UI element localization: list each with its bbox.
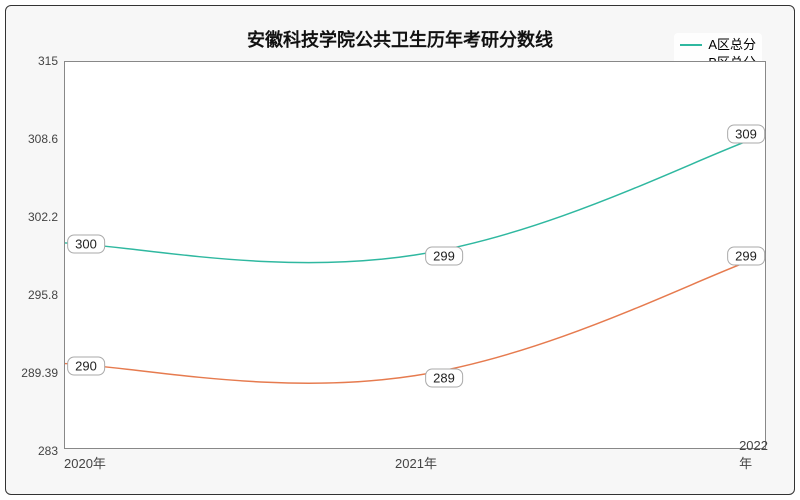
y-tick-label: 295.8 xyxy=(18,288,58,302)
x-tick-label: 2020年 xyxy=(64,453,106,472)
series-line xyxy=(65,255,765,383)
y-tick-label: 308.6 xyxy=(18,132,58,146)
legend-item-a: A区总分 xyxy=(680,36,756,54)
data-point-label: 299 xyxy=(727,247,765,266)
chart-svg xyxy=(65,62,765,448)
series-line xyxy=(65,134,765,262)
legend-line-a xyxy=(680,44,702,46)
legend-label-a: A区总分 xyxy=(708,36,756,54)
data-point-label: 299 xyxy=(425,247,463,266)
y-tick-label: 289.39 xyxy=(18,366,58,380)
chart-inner-frame: 安徽科技学院公共卫生历年考研分数线 A区总分 B区总分 283289.39295… xyxy=(5,5,795,495)
data-point-label: 289 xyxy=(425,368,463,387)
x-tick-label: 2021年 xyxy=(395,453,437,472)
y-tick-label: 302.2 xyxy=(18,210,58,224)
y-tick-label: 315 xyxy=(18,54,58,68)
data-point-label: 309 xyxy=(727,125,765,144)
x-tick-label: 2022年 xyxy=(739,438,768,472)
y-tick-label: 283 xyxy=(18,444,58,458)
chart-container: 安徽科技学院公共卫生历年考研分数线 A区总分 B区总分 283289.39295… xyxy=(0,0,800,500)
data-point-label: 290 xyxy=(67,356,105,375)
data-point-label: 300 xyxy=(67,234,105,253)
plot-area xyxy=(64,61,766,449)
